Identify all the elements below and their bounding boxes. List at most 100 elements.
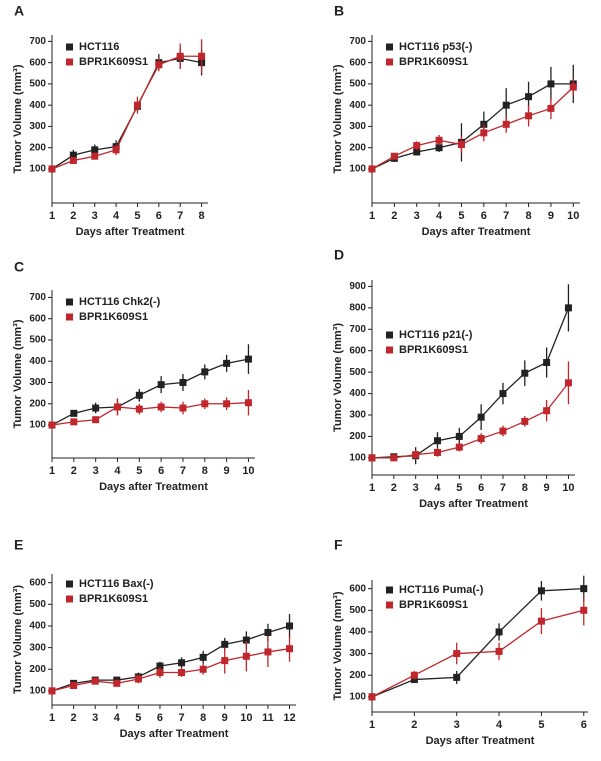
x-tick-label: 2 [71,465,77,477]
data-point [242,652,250,660]
y-tick-label: 700 [349,324,366,335]
legend-label: HCT116 Bax(-) [79,578,154,590]
data-point [178,659,186,667]
x-tick-label: 5 [136,465,142,477]
data-point [91,677,99,685]
y-tick-label: 700 [29,292,46,303]
y-tick-label: 600 [29,313,46,324]
legend-marker [386,331,393,339]
legend-label: BPR1K609S1 [399,599,468,611]
data-point [495,628,503,636]
x-tick-label: 7 [177,210,183,222]
data-point [70,682,78,690]
data-point [199,665,207,673]
data-point [112,146,120,154]
legend-marker [386,601,393,609]
data-point [178,669,186,677]
legend-label: BPR1K609S1 [399,344,468,356]
data-point [569,83,577,91]
x-tick-label: 7 [500,482,506,494]
data-point [199,653,207,661]
x-tick-label: 11 [262,712,274,724]
x-tick-label: 6 [157,712,163,724]
data-point [221,657,229,665]
data-point [286,645,294,653]
legend-marker [386,586,393,594]
data-point [410,671,418,679]
x-tick-label: 8 [525,210,531,222]
data-point [223,359,231,367]
data-point [176,52,184,60]
y-tick-label: 300 [29,642,46,653]
series-line [371,83,574,170]
series-line [371,588,584,698]
legend-label: HCT116 Chk2(-) [79,296,161,308]
data-point [368,454,376,462]
y-tick-label: 400 [29,621,46,632]
x-tick-label: 3 [92,712,98,724]
data-point [502,120,510,128]
y-tick-label: 400 [349,388,366,399]
legend-label: HCT116 Puma(-) [399,584,484,596]
data-point [135,391,143,399]
data-point [413,142,421,150]
x-tick-label: 8 [199,210,205,222]
data-point [433,437,441,445]
data-point [433,449,441,456]
panel-label: D [334,247,344,263]
x-tick-label: 4 [113,210,120,222]
data-point [223,400,231,408]
data-point [499,390,507,398]
series-line [51,648,290,692]
y-tick-label: 300 [349,410,366,421]
legend-marker [66,43,73,51]
x-tick-label: 7 [178,712,184,724]
x-tick-label: 7 [503,210,509,222]
x-tick-label: 9 [544,482,550,494]
x-tick-label: 8 [200,712,206,724]
data-point [457,141,465,149]
data-point [201,400,209,408]
data-point [69,151,77,159]
y-tick-label: 200 [349,142,366,153]
x-tick-label: 1 [369,210,375,222]
x-tick-label: 4 [114,465,121,477]
x-tick-label: 2 [391,210,397,222]
y-tick-label: 300 [29,377,46,388]
y-tick-label: 600 [349,57,366,68]
y-axis-label: Tumor Volume (mm³) [332,64,344,173]
y-tick-label: 400 [29,356,46,367]
x-tick-label: 5 [456,482,462,494]
y-tick-label: 200 [29,398,46,409]
x-tick-label: 9 [222,712,228,724]
x-tick-label: 3 [414,210,420,222]
data-point [521,369,529,377]
series-line [51,625,290,692]
y-tick-label: 500 [349,79,366,90]
legend-label: HCT116 [79,41,119,53]
data-point [435,144,443,152]
data-point [368,693,376,701]
y-tick-label: 200 [29,142,46,153]
data-point [580,606,588,614]
x-tick-label: 2 [71,712,77,724]
x-tick-label: 3 [92,210,98,222]
y-tick-label: 500 [29,335,46,346]
panel: A 100 200 300 400 500 600 700 1 2 3 4 5 6 7 8 Days after… [12,3,208,238]
y-tick-label: 100 [349,691,366,702]
x-axis-label: Days after Treatment [422,226,531,238]
y-tick-label: 600 [29,577,46,588]
data-point [390,152,398,160]
x-tick-label: 5 [538,719,544,731]
legend-label: HCT116 p21(-) [399,329,473,341]
data-point [133,101,141,109]
y-tick-label: 100 [29,420,46,431]
data-point [157,403,165,411]
legend-marker [386,346,393,354]
x-tick-label: 9 [224,465,230,477]
series-line [51,55,202,170]
x-tick-label: 9 [548,210,554,222]
y-tick-label: 300 [29,121,46,132]
data-point [537,587,545,595]
